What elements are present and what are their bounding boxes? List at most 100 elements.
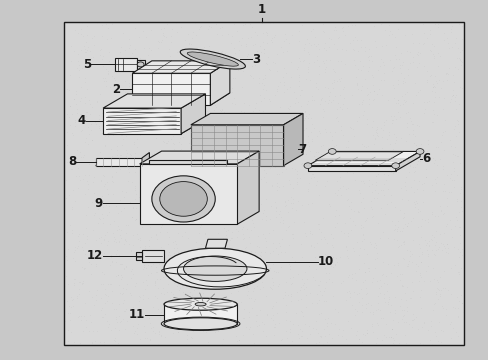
Point xyxy=(211,303,219,309)
Point xyxy=(358,163,366,169)
Point xyxy=(351,74,359,80)
Point xyxy=(398,59,406,64)
Point xyxy=(152,231,160,237)
Point xyxy=(373,323,381,328)
Point xyxy=(433,285,441,291)
Point xyxy=(408,40,416,46)
Point xyxy=(394,243,402,249)
Point xyxy=(178,195,185,201)
Point xyxy=(431,180,439,186)
Point xyxy=(411,261,419,267)
Point xyxy=(181,159,188,165)
Point xyxy=(422,77,430,83)
Point xyxy=(373,132,381,138)
Point xyxy=(331,93,339,98)
Point xyxy=(135,298,142,304)
Point xyxy=(381,299,388,305)
Point xyxy=(109,306,117,312)
Point xyxy=(333,35,341,41)
Point xyxy=(431,78,439,84)
Point xyxy=(294,141,302,147)
Point xyxy=(427,233,434,238)
Point xyxy=(224,227,231,233)
Point xyxy=(425,238,432,244)
Point xyxy=(456,58,464,64)
Point xyxy=(229,21,237,27)
Point xyxy=(147,325,155,331)
Point xyxy=(100,339,107,345)
Point xyxy=(84,181,92,187)
Point xyxy=(273,68,281,74)
Point xyxy=(362,215,370,221)
Point xyxy=(263,40,270,46)
Point xyxy=(382,274,389,279)
Point xyxy=(320,126,328,132)
Point xyxy=(387,31,395,37)
Point xyxy=(454,298,462,304)
Point xyxy=(103,242,111,248)
Point xyxy=(75,231,83,237)
Point xyxy=(349,248,357,254)
Point xyxy=(319,28,326,34)
Point xyxy=(315,311,323,316)
Point xyxy=(125,121,133,126)
Point xyxy=(388,326,396,332)
Point xyxy=(93,21,101,26)
Point xyxy=(270,324,278,330)
Point xyxy=(193,180,201,186)
Point xyxy=(198,202,205,208)
Point xyxy=(81,191,89,197)
Point xyxy=(305,148,313,154)
Point xyxy=(232,111,240,116)
Point xyxy=(270,92,278,98)
Point xyxy=(209,189,217,195)
Point xyxy=(215,193,223,199)
Point xyxy=(92,297,100,303)
Point xyxy=(310,174,318,180)
Point xyxy=(294,271,302,277)
Point xyxy=(385,309,393,315)
Point xyxy=(379,77,387,83)
Point xyxy=(224,111,231,116)
Point xyxy=(361,21,369,26)
Point xyxy=(344,256,351,261)
Point xyxy=(393,224,401,230)
Point xyxy=(166,39,174,45)
Point xyxy=(227,174,235,180)
Point xyxy=(122,306,130,312)
Point xyxy=(140,175,148,181)
Point xyxy=(384,97,391,103)
Point xyxy=(101,291,108,297)
Point xyxy=(89,54,97,60)
Point xyxy=(418,21,426,27)
Point xyxy=(197,163,205,168)
Point xyxy=(203,108,211,114)
Point xyxy=(227,100,235,106)
Point xyxy=(189,211,197,216)
Point xyxy=(90,42,98,48)
Point xyxy=(354,187,362,193)
Point xyxy=(157,57,164,63)
Point xyxy=(120,308,128,314)
Point xyxy=(164,197,172,203)
Point xyxy=(452,217,460,223)
Point xyxy=(434,319,442,325)
Point xyxy=(442,249,449,255)
Point xyxy=(88,252,96,258)
Point xyxy=(252,318,260,324)
Point xyxy=(259,328,266,334)
Point xyxy=(417,274,425,280)
Point xyxy=(367,206,375,212)
Point xyxy=(370,240,378,246)
Point xyxy=(450,224,458,229)
Point xyxy=(344,185,351,191)
Point xyxy=(326,255,334,261)
Point xyxy=(75,238,83,244)
Point xyxy=(117,208,125,213)
Point xyxy=(384,235,391,240)
Point xyxy=(111,203,119,208)
Point xyxy=(450,98,458,104)
Point xyxy=(103,133,111,139)
Point xyxy=(453,314,461,319)
Point xyxy=(395,228,403,234)
